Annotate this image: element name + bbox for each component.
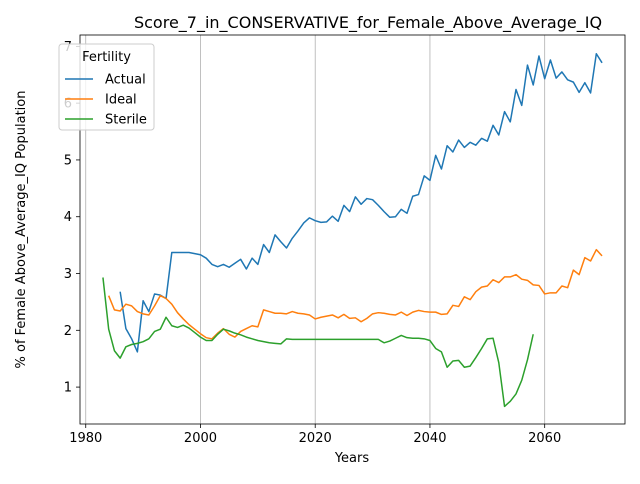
y-tick-label: 1 xyxy=(64,381,72,396)
plot-frame xyxy=(79,34,626,425)
x-tick-label: 1980 xyxy=(69,431,102,446)
legend-box xyxy=(58,43,155,131)
legend-entries: Actual Ideal Sterile xyxy=(65,73,147,128)
x-axis-label: Years xyxy=(334,451,370,466)
series-line-sterile xyxy=(102,277,534,408)
y-tick-label: 5 xyxy=(64,153,72,168)
x-tick-label: 2000 xyxy=(184,431,217,446)
x-tick-label: 2060 xyxy=(528,431,561,446)
legend-label-ideal: Ideal xyxy=(105,93,137,108)
chart-title: Score_7_in_CONSERVATIVE_for_Female_Above… xyxy=(134,13,602,33)
x-tick-label: 2020 xyxy=(299,431,332,446)
y-tick-label: 3 xyxy=(64,267,72,282)
y-tick-label: 2 xyxy=(64,324,72,339)
series-layer xyxy=(102,52,603,408)
grid xyxy=(85,35,546,424)
legend-label-actual: Actual xyxy=(105,73,146,88)
y-tick-label: 4 xyxy=(64,210,72,225)
series-line-actual xyxy=(119,52,603,353)
legend-label-sterile: Sterile xyxy=(105,113,147,128)
y-axis-label: % of Female Above_Average_IQ Population xyxy=(14,91,29,369)
legend: Fertility Actual Ideal Sterile xyxy=(58,43,155,131)
legend-title: Fertility xyxy=(82,50,131,65)
x-tick-label: 2040 xyxy=(413,431,446,446)
plot-area xyxy=(80,35,625,424)
series-line-ideal xyxy=(107,248,603,340)
